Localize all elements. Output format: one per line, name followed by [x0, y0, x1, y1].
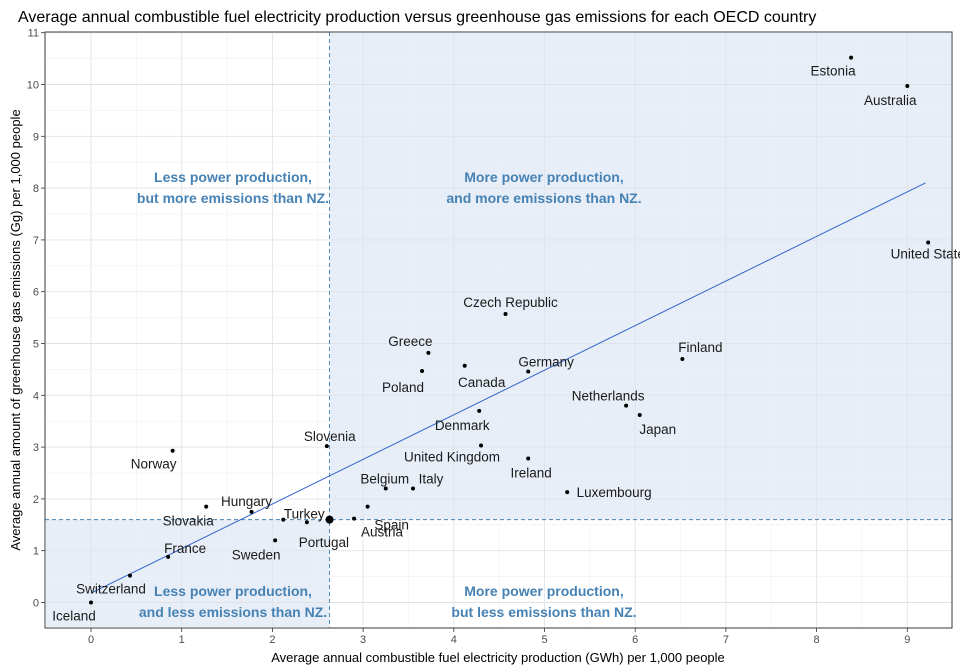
x-tick-label: 1 [179, 634, 185, 646]
data-point-portugal [304, 520, 309, 525]
point-label: Ireland [511, 465, 552, 480]
point-label: Luxembourg [577, 485, 652, 500]
x-tick-label: 0 [88, 634, 94, 646]
data-point-poland [420, 368, 425, 373]
data-point-australia [905, 84, 910, 89]
data-point-germany [526, 369, 531, 374]
x-axis-label: Average annual combustible fuel electric… [271, 650, 725, 665]
point-label: Estonia [811, 64, 857, 79]
x-tick-label: 3 [360, 634, 366, 646]
point-label: Spain [374, 518, 409, 533]
point-label: Czech Republic [463, 295, 558, 310]
y-axis-label: Average annual amount of greenhouse gas … [8, 109, 23, 550]
point-label: Italy [419, 472, 444, 487]
y-tick-label: 3 [33, 442, 39, 454]
data-point-sweden [273, 538, 278, 543]
x-tick-label: 9 [904, 634, 910, 646]
y-tick-label: 4 [33, 390, 39, 402]
y-tick-label: 8 [33, 183, 39, 195]
x-tick-label: 4 [451, 634, 457, 646]
y-tick-label: 5 [33, 339, 39, 351]
quadrant-label-top-right: and more emissions than NZ. [446, 190, 641, 206]
quadrant-label-bottom-left: and less emissions than NZ. [139, 604, 327, 620]
quadrant-label-bottom-right: More power production, [464, 583, 623, 599]
y-tick-label: 1 [33, 546, 39, 558]
data-point-hungary [249, 509, 254, 514]
data-point-iceland [89, 600, 93, 605]
data-point-austria [352, 516, 357, 521]
point-label: Sweden [232, 547, 281, 562]
data-point-slovenia [324, 444, 329, 449]
x-tick-label: 6 [632, 634, 638, 646]
quadrant-bottom-left-fill [45, 519, 330, 628]
point-label: United States [891, 246, 960, 261]
data-point-denmark [477, 408, 482, 413]
data-point-ireland [526, 456, 531, 461]
x-tick-label: 5 [541, 634, 547, 646]
quadrant-label-bottom-left: Less power production, [154, 583, 312, 599]
point-label: Iceland [52, 609, 96, 624]
quadrant-label-top-left: Less power production, [154, 169, 312, 185]
y-tick-label: 10 [27, 80, 39, 92]
data-point-united-states [926, 240, 931, 245]
trend-line [90, 182, 926, 594]
quadrant-label-bottom-right: but less emissions than NZ. [451, 604, 636, 620]
point-label: Germany [518, 354, 574, 369]
y-tick-label: 2 [33, 494, 39, 506]
point-label: United Kingdom [404, 450, 500, 465]
data-point-luxembourg [565, 490, 570, 495]
y-tick-label: 0 [33, 598, 39, 610]
data-point-italy [410, 486, 415, 491]
data-point-greece [426, 350, 431, 355]
data-point-norway [170, 448, 175, 453]
data-point-switzerland [128, 573, 133, 578]
point-label: Slovenia [304, 429, 356, 444]
point-label: Netherlands [572, 389, 645, 404]
data-point-finland [680, 357, 685, 362]
point-label: Portugal [299, 535, 349, 550]
point-label: Hungary [221, 494, 272, 509]
data-point-japan [637, 412, 642, 417]
data-point-belgium [383, 486, 388, 491]
data-point-france [166, 554, 171, 559]
point-label: Turkey [284, 507, 325, 522]
reference-point [325, 515, 334, 524]
point-label: Poland [382, 380, 424, 395]
point-label: Greece [388, 334, 432, 349]
quadrant-top-right-fill [329, 32, 952, 520]
y-tick-label: 9 [33, 131, 39, 143]
point-label: Finland [678, 340, 722, 355]
y-tick-label: 11 [28, 28, 39, 40]
data-point-spain [365, 504, 370, 509]
quadrant-label-top-left: but more emissions than NZ. [137, 190, 329, 206]
y-tick-label: 6 [33, 287, 39, 299]
point-label: Canada [458, 375, 506, 390]
point-label: Australia [864, 93, 917, 108]
point-label: Belgium [360, 472, 409, 487]
point-label: Denmark [435, 418, 490, 433]
x-tick-label: 2 [269, 634, 275, 646]
point-label: Japan [639, 422, 676, 437]
data-point-estonia [849, 55, 854, 60]
x-tick-label: 8 [814, 634, 820, 646]
y-tick-label: 7 [33, 235, 39, 247]
point-label: Switzerland [76, 582, 146, 597]
x-tick-label: 7 [723, 634, 729, 646]
point-label: France [164, 541, 206, 556]
quadrant-label-top-right: More power production, [464, 169, 623, 185]
point-label: Norway [131, 457, 177, 472]
data-point-czech-republic [503, 311, 508, 316]
data-point-netherlands [624, 403, 629, 408]
chart-title: Average annual combustible fuel electric… [18, 9, 816, 26]
data-point-slovakia [204, 504, 209, 509]
data-point-turkey [281, 517, 286, 522]
point-label: Slovakia [163, 514, 215, 529]
plot-border [44, 31, 953, 629]
data-point-united-kingdom [479, 443, 484, 448]
data-point-canada [462, 363, 467, 368]
point-label: Austria [361, 525, 404, 540]
